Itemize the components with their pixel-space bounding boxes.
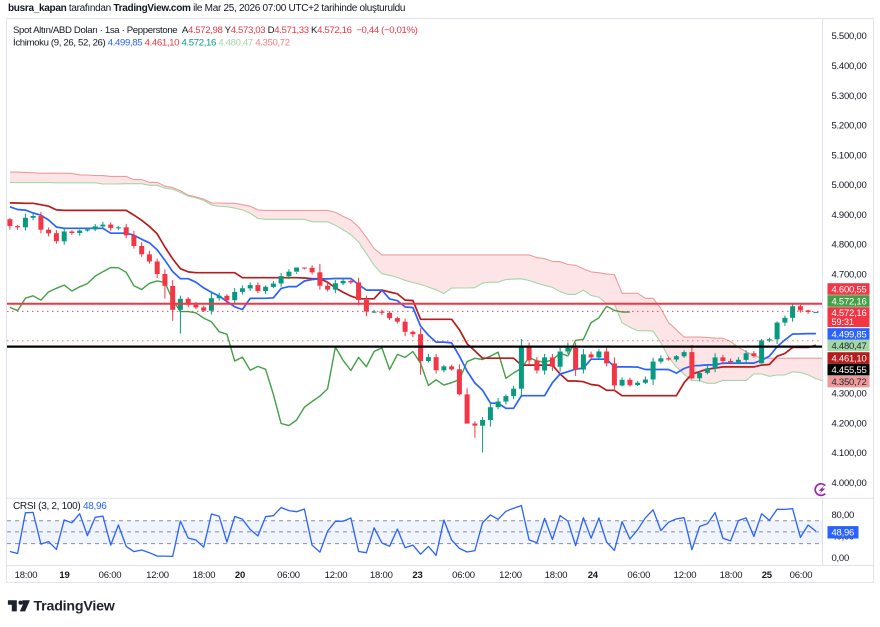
svg-text:4.700,00: 4.700,00 — [832, 269, 867, 280]
svg-text:4.600,55: 4.600,55 — [832, 284, 867, 295]
svg-text:4.480,47: 4.480,47 — [832, 341, 867, 352]
svg-text:4.499,85: 4.499,85 — [832, 329, 867, 340]
svg-text:12:00: 12:00 — [674, 570, 697, 581]
svg-text:5.100,00: 5.100,00 — [832, 150, 867, 161]
svg-text:20: 20 — [235, 570, 245, 581]
svg-text:06:00: 06:00 — [452, 570, 475, 581]
svg-text:18:00: 18:00 — [720, 570, 743, 581]
svg-text:4.455,55: 4.455,55 — [832, 365, 867, 376]
svg-text:5.200,00: 5.200,00 — [832, 121, 867, 132]
svg-text:busra_kapan tarafından Trading: busra_kapan tarafından TradingView.com i… — [8, 3, 405, 14]
svg-text:Spot Altın/ABD Doları · 1sa ·: Spot Altın/ABD Doları · 1sa · Pepperston… — [13, 25, 418, 36]
svg-text:4.572,16: 4.572,16 — [832, 296, 867, 307]
svg-text:18:00: 18:00 — [545, 570, 568, 581]
svg-text:CRSI (3, 2, 100) 48,96: CRSI (3, 2, 100) 48,96 — [13, 501, 107, 512]
svg-text:23: 23 — [412, 570, 422, 581]
svg-text:80,00: 80,00 — [832, 510, 855, 521]
svg-text:5.400,00: 5.400,00 — [832, 61, 867, 72]
svg-text:TradingView: TradingView — [34, 599, 116, 615]
svg-text:İchimoku (9, 26, 52, 26) 4.499: İchimoku (9, 26, 52, 26) 4.499,85 4.461,… — [13, 38, 290, 49]
svg-text:18:00: 18:00 — [370, 570, 393, 581]
svg-text:5.300,00: 5.300,00 — [832, 91, 867, 102]
svg-text:06:00: 06:00 — [99, 570, 122, 581]
svg-text:0,00: 0,00 — [832, 553, 850, 564]
svg-text:12:00: 12:00 — [325, 570, 348, 581]
svg-text:59:31: 59:31 — [832, 317, 855, 327]
svg-text:19: 19 — [59, 570, 69, 581]
svg-text:4.572,16: 4.572,16 — [832, 308, 867, 319]
svg-text:4.900,00: 4.900,00 — [832, 210, 867, 221]
svg-text:4.300,00: 4.300,00 — [832, 389, 867, 400]
svg-text:48,96: 48,96 — [832, 528, 855, 539]
svg-text:06:00: 06:00 — [277, 570, 300, 581]
svg-text:5.000,00: 5.000,00 — [832, 180, 867, 191]
svg-text:4.350,72: 4.350,72 — [832, 377, 867, 388]
svg-text:4.800,00: 4.800,00 — [832, 240, 867, 251]
svg-text:18:00: 18:00 — [193, 570, 216, 581]
svg-text:12:00: 12:00 — [146, 570, 169, 581]
svg-text:24: 24 — [588, 570, 599, 581]
svg-text:25: 25 — [762, 570, 773, 581]
svg-text:06:00: 06:00 — [790, 570, 813, 581]
svg-text:4.200,00: 4.200,00 — [832, 418, 867, 429]
svg-text:18:00: 18:00 — [15, 570, 38, 581]
svg-text:4.100,00: 4.100,00 — [832, 448, 867, 459]
svg-text:06:00: 06:00 — [627, 570, 650, 581]
svg-text:4.461,10: 4.461,10 — [832, 353, 867, 364]
svg-text:12:00: 12:00 — [499, 570, 522, 581]
svg-text:5.500,00: 5.500,00 — [832, 31, 867, 42]
svg-text:4.000,00: 4.000,00 — [832, 478, 867, 489]
